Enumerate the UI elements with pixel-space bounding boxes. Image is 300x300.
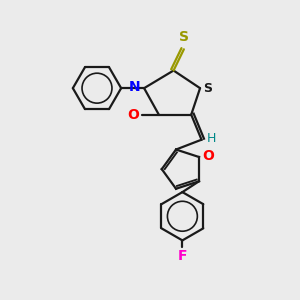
Text: H: H <box>207 132 216 145</box>
Text: O: O <box>127 108 139 122</box>
Text: O: O <box>202 148 214 163</box>
Text: F: F <box>178 249 187 263</box>
Text: S: S <box>204 82 213 95</box>
Text: N: N <box>129 80 141 94</box>
Text: S: S <box>179 30 189 44</box>
